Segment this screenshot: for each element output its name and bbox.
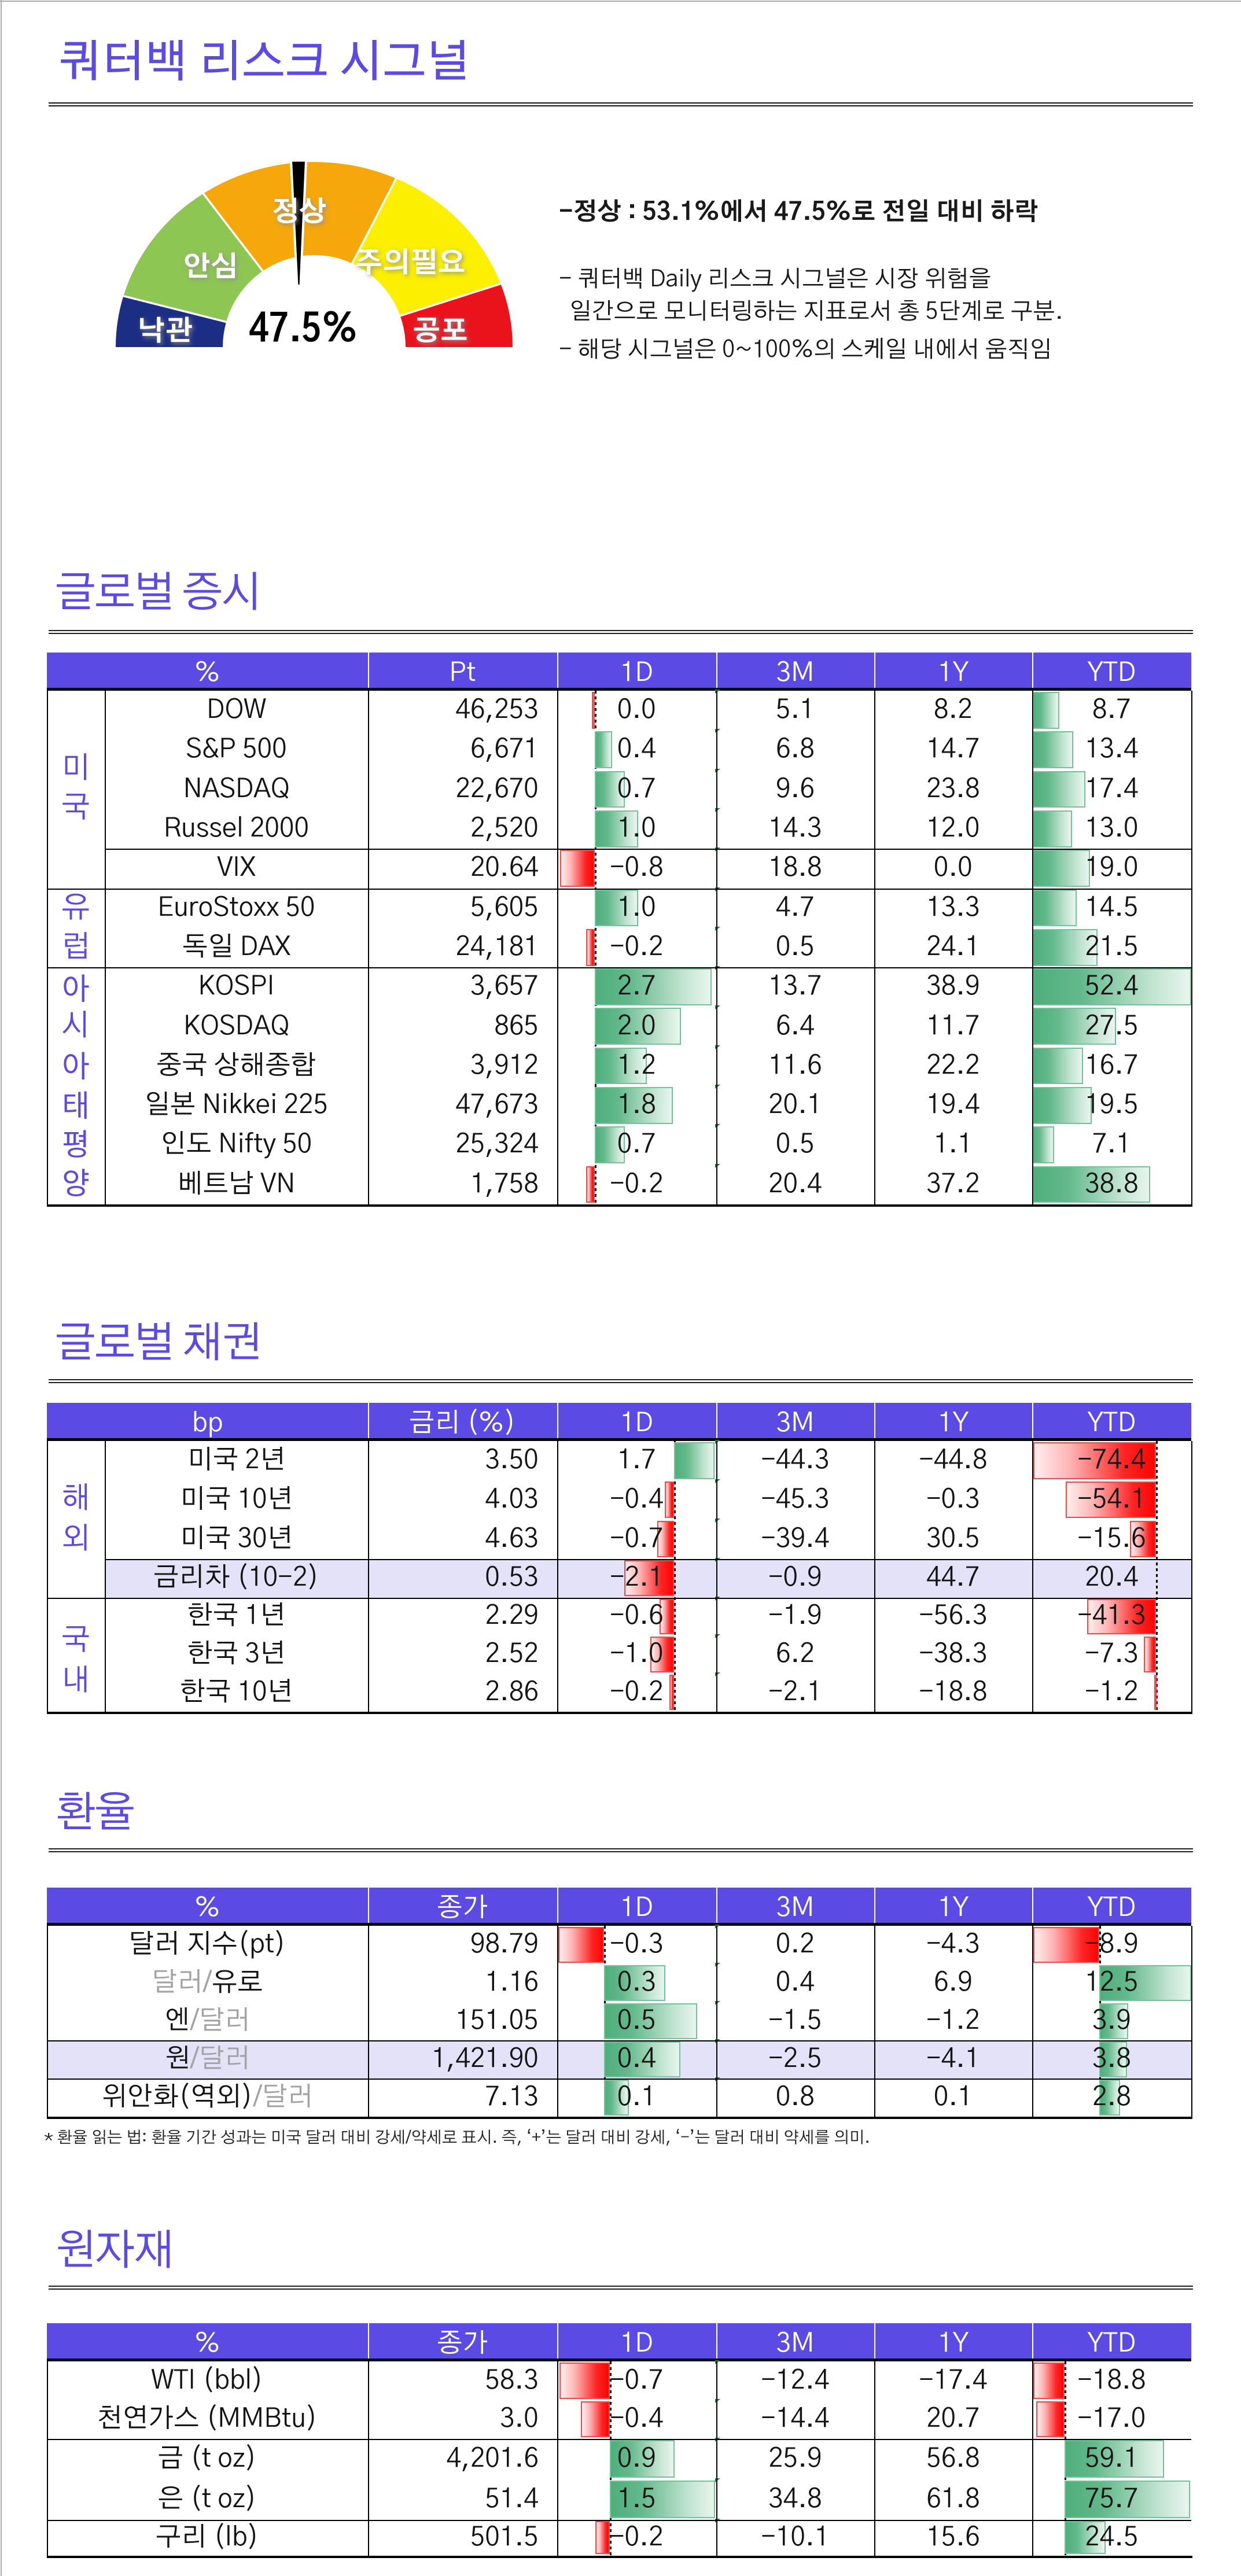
svg-text:정상: 정상	[271, 197, 327, 227]
svg-text:낙관: 낙관	[137, 316, 193, 346]
svg-text:안심: 안심	[183, 252, 238, 282]
svg-text:주의필요: 주의필요	[355, 248, 465, 278]
svg-text:47.5%: 47.5%	[249, 311, 358, 349]
svg-text:공포: 공포	[413, 318, 468, 346]
